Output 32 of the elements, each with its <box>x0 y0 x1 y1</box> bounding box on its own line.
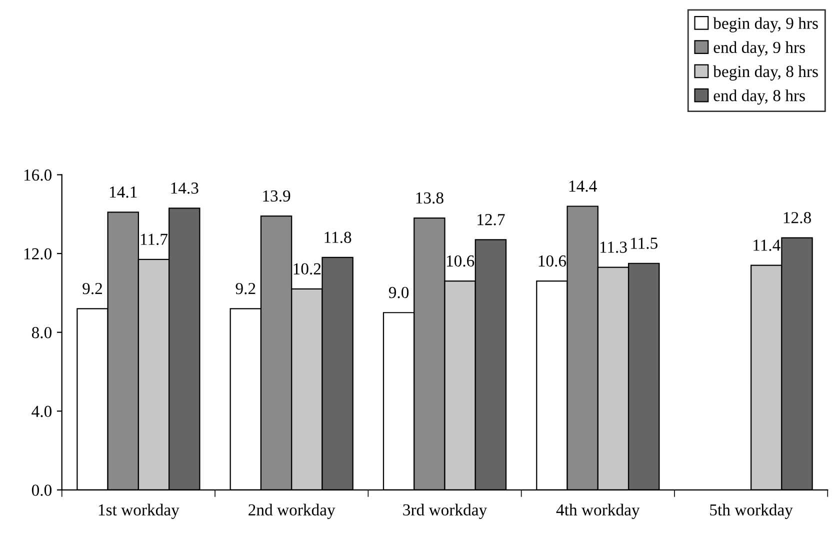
data-label: 14.4 <box>569 180 597 192</box>
data-label: 11.7 <box>140 234 168 246</box>
legend-label: begin day, 8 hrs <box>713 65 818 81</box>
data-label: 11.4 <box>754 240 780 251</box>
y-tick-label: 12.0 <box>24 248 52 260</box>
x-tick-label: 3rd workday <box>403 504 488 519</box>
legend-label: end day, 8 hrs <box>714 90 805 105</box>
data-label: 11.8 <box>324 232 352 244</box>
data-label: 9.2 <box>236 282 256 294</box>
legend-label: begin day, 9 hrs <box>713 17 818 32</box>
data-label: 9.0 <box>388 286 409 298</box>
data-label: 11.3 <box>600 242 627 253</box>
data-label: 12.8 <box>784 212 811 224</box>
y-tick-label: 16.0 <box>24 169 52 181</box>
data-label: 10.6 <box>446 255 474 267</box>
x-tick-label: 4th workday <box>556 504 640 519</box>
y-tick-label: 4.0 <box>32 406 52 418</box>
data-label: 14.3 <box>171 182 198 194</box>
data-label: 14.1 <box>110 186 137 198</box>
x-tick-label: 1st workday <box>98 504 180 519</box>
x-tick-label: 2nd workday <box>248 504 336 519</box>
data-label: 13.9 <box>263 190 290 202</box>
y-tick-label: 8.0 <box>32 327 52 338</box>
data-label: 10.6 <box>538 255 566 267</box>
data-label: 11.5 <box>631 238 658 249</box>
data-label: 13.8 <box>416 192 444 204</box>
legend-label: end day, 9 hrs <box>714 41 805 56</box>
data-label: 12.7 <box>478 214 505 226</box>
data-label: 9.2 <box>82 282 102 294</box>
data-label: 10.2 <box>294 263 321 275</box>
x-tick-label: 5th workday <box>710 504 793 519</box>
y-tick-label: 0.0 <box>32 484 52 496</box>
